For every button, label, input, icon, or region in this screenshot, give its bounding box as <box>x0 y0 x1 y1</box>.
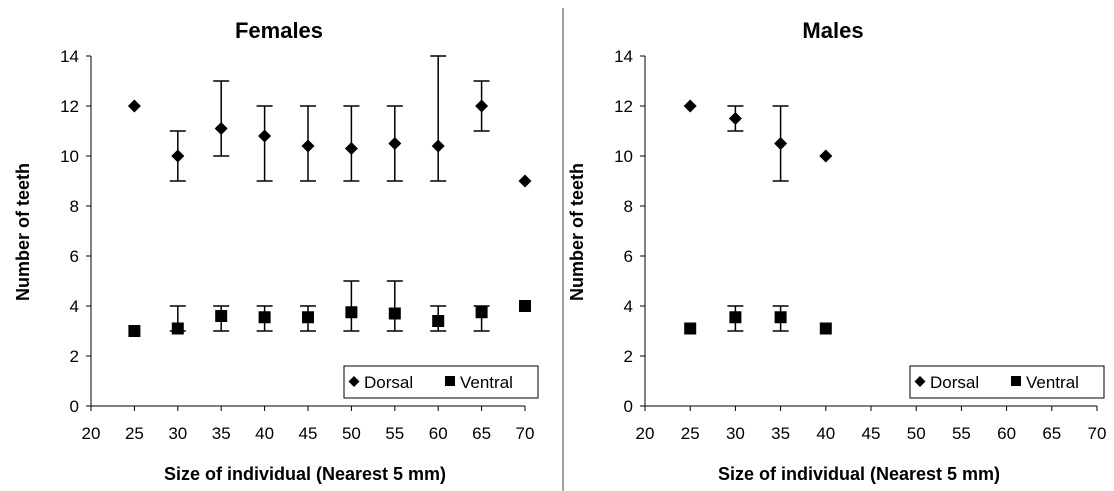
data-point-dorsal <box>774 137 788 150</box>
data-point-ventral <box>774 311 787 324</box>
y-tick-label: 4 <box>624 297 633 316</box>
y-axis-title: Number of teeth <box>13 163 33 301</box>
data-point-ventral <box>475 306 488 319</box>
y-tick-label: 14 <box>614 47 633 66</box>
data-point-ventral <box>345 306 358 319</box>
data-point-ventral <box>171 322 184 335</box>
y-tick-label: 2 <box>624 347 633 366</box>
data-point-dorsal <box>431 139 445 153</box>
legend-diamond-icon <box>914 376 926 387</box>
x-tick-label: 50 <box>342 424 361 443</box>
y-tick-label: 10 <box>60 147 79 166</box>
x-tick-label: 45 <box>299 424 318 443</box>
data-point-dorsal <box>214 122 228 135</box>
legend-label-dorsal: Dorsal <box>930 373 979 392</box>
x-tick-label: 25 <box>681 424 700 443</box>
data-point-dorsal <box>301 139 315 153</box>
y-tick-label: 14 <box>60 47 79 66</box>
data-point-ventral <box>819 322 832 335</box>
x-tick-label: 50 <box>907 424 926 443</box>
x-tick-label: 55 <box>385 424 404 443</box>
y-tick-label: 0 <box>70 397 79 416</box>
y-tick-label: 2 <box>70 347 79 366</box>
x-tick-label: 55 <box>952 424 971 443</box>
legend-diamond-icon <box>348 376 360 387</box>
data-point-ventral <box>258 311 271 324</box>
x-tick-label: 40 <box>816 424 835 443</box>
legend-label-dorsal: Dorsal <box>364 373 413 392</box>
data-point-dorsal <box>518 174 532 188</box>
x-tick-label: 60 <box>997 424 1016 443</box>
data-point-dorsal <box>171 149 185 163</box>
data-point-ventral <box>684 322 697 335</box>
legend-square-icon <box>1011 376 1021 386</box>
data-point-dorsal <box>475 99 489 113</box>
x-tick-label: 30 <box>726 424 745 443</box>
legend-box <box>343 365 539 399</box>
y-tick-label: 6 <box>70 247 79 266</box>
data-point-ventral <box>215 310 228 322</box>
plot-area: 0 2 4 6 8 10 12 14 20 25 30 35 40 45 50 55 60 65 70 <box>60 47 534 443</box>
legend: Dorsal Ventral <box>909 365 1105 399</box>
chart-females: Females Number of teeth Size of individu… <box>13 18 539 484</box>
data-point-dorsal <box>388 137 402 150</box>
x-tick-label: 60 <box>429 424 448 443</box>
legend-square-icon <box>445 376 455 386</box>
legend-box <box>909 365 1105 399</box>
y-tick-label: 8 <box>624 197 633 216</box>
plot-area: 0 2 4 6 8 10 12 14 20 25 30 35 40 45 50 55 60 65 70 <box>614 47 1106 443</box>
chart-title: Males <box>802 18 863 43</box>
legend: Dorsal Ventral <box>343 365 539 399</box>
y-tick-label: 4 <box>70 297 79 316</box>
x-tick-label: 65 <box>472 424 491 443</box>
x-tick-label: 35 <box>771 424 790 443</box>
x-tick-label: 20 <box>82 424 101 443</box>
x-axis-title: Size of individual (Nearest 5 mm) <box>718 464 1000 484</box>
chart-title: Females <box>235 18 323 43</box>
data-point-dorsal <box>683 99 697 113</box>
x-tick-label: 45 <box>862 424 881 443</box>
y-tick-label: 10 <box>614 147 633 166</box>
x-tick-label: 70 <box>516 424 535 443</box>
legend-label-ventral: Ventral <box>460 373 513 392</box>
y-axis-title: Number of teeth <box>567 163 587 301</box>
data-point-dorsal <box>258 129 272 143</box>
x-tick-label: 20 <box>636 424 655 443</box>
legend-label-ventral: Ventral <box>1026 373 1079 392</box>
y-tick-label: 12 <box>614 97 633 116</box>
x-tick-label: 40 <box>255 424 274 443</box>
data-point-dorsal <box>819 149 833 163</box>
x-tick-label: 30 <box>168 424 187 443</box>
x-tick-label: 35 <box>212 424 231 443</box>
y-tick-label: 12 <box>60 97 79 116</box>
data-point-ventral <box>729 311 742 324</box>
chart-males: Males Number of teeth Size of individual… <box>567 18 1106 484</box>
data-point-ventral <box>302 311 314 324</box>
data-point-dorsal <box>127 99 141 113</box>
x-axis-title: Size of individual (Nearest 5 mm) <box>164 464 446 484</box>
data-point-ventral <box>388 307 401 320</box>
data-point-ventral <box>519 300 531 312</box>
data-point-ventral <box>128 325 141 337</box>
x-tick-label: 70 <box>1088 424 1107 443</box>
y-tick-label: 8 <box>70 197 79 216</box>
x-tick-label: 25 <box>125 424 144 443</box>
x-tick-label: 65 <box>1042 424 1061 443</box>
data-point-dorsal <box>728 112 742 125</box>
y-tick-label: 6 <box>624 247 633 266</box>
data-point-dorsal <box>344 142 358 155</box>
y-tick-label: 0 <box>624 397 633 416</box>
data-point-ventral <box>432 315 445 327</box>
